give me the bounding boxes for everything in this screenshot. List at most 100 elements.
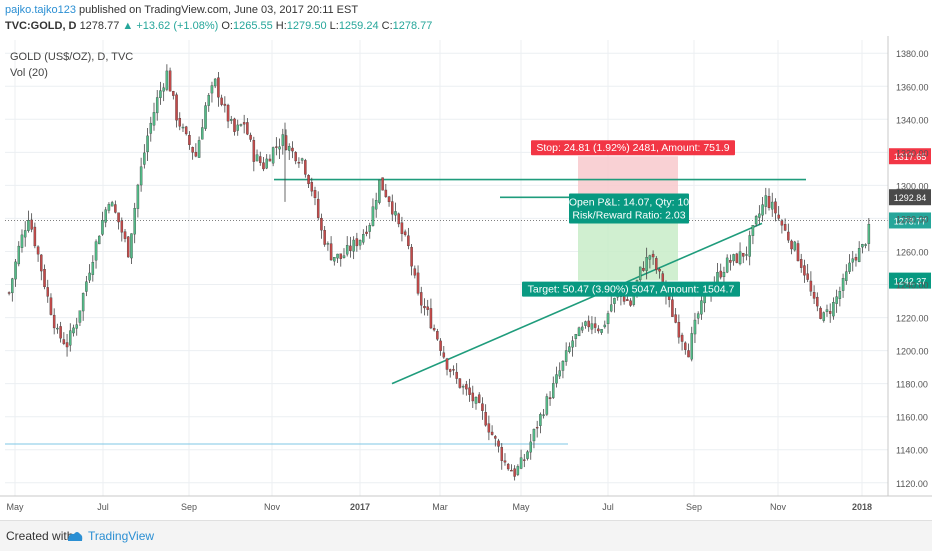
candle-body <box>497 440 500 447</box>
candle-body <box>136 184 140 209</box>
price-tag-label: 1317.65 <box>894 152 927 162</box>
candle-body <box>217 77 220 98</box>
candle-body <box>384 189 388 197</box>
candle-body <box>490 431 494 435</box>
high-value: 1279.50 <box>286 20 327 32</box>
price-tag-box <box>889 212 931 229</box>
candle-body <box>130 233 133 259</box>
candle-body <box>481 403 484 411</box>
candle-body <box>600 329 603 333</box>
candle-body <box>851 258 854 263</box>
close-label: C: <box>381 20 393 32</box>
author-link[interactable]: pajko.tajko123 <box>5 4 76 16</box>
candle-body <box>529 441 532 453</box>
candle-body <box>110 202 114 207</box>
candle-body <box>117 212 120 223</box>
candle-body <box>458 378 462 388</box>
candle-body <box>722 271 726 278</box>
candle-body <box>43 269 46 288</box>
candle-body <box>845 271 848 281</box>
candle-body <box>754 216 758 225</box>
candle-body <box>410 246 413 267</box>
candle-body <box>693 319 697 335</box>
candle-body <box>246 122 249 135</box>
candle-body <box>861 244 864 248</box>
candle-body <box>188 135 191 145</box>
candle-body <box>696 313 700 319</box>
candle-body <box>735 253 739 263</box>
x-tick-label: Nov <box>264 502 281 512</box>
candle-body <box>374 199 378 210</box>
candle-body <box>423 306 426 309</box>
candle-body <box>716 272 719 283</box>
candle-body <box>358 240 362 246</box>
candle-body <box>442 352 446 358</box>
last-price: 1278.77 <box>79 20 120 32</box>
candle-body <box>468 387 471 395</box>
candle-body <box>519 457 523 469</box>
candle-body <box>239 124 243 126</box>
change-value: ▲ +13.62 (+1.08%) <box>122 20 219 32</box>
candle-body <box>397 213 400 225</box>
candle-body <box>300 158 304 161</box>
ohlc-line: TVC:GOLD, D 1278.77 ▲ +13.62 (+1.08%) O:… <box>5 20 432 32</box>
candle-body <box>339 253 343 259</box>
open-value: 1265.55 <box>232 20 273 32</box>
y-tick-label: 1260.00 <box>896 247 929 257</box>
candle-body <box>291 147 294 152</box>
candle-body <box>542 414 545 416</box>
candle-body <box>465 384 468 390</box>
candle-body <box>27 219 30 231</box>
candle-body <box>774 201 777 214</box>
candle-body <box>793 241 797 251</box>
candle-body <box>745 254 748 256</box>
x-tick-label: Nov <box>770 502 787 512</box>
candle-body <box>574 334 578 339</box>
candle-body <box>294 152 297 162</box>
candle-body <box>751 225 755 236</box>
candle-body <box>629 300 632 306</box>
candle-body <box>281 134 285 146</box>
candle-body <box>226 104 230 122</box>
tradingview-link[interactable]: TradingView <box>88 529 155 543</box>
candle-body <box>75 324 78 329</box>
candle-body <box>577 327 581 337</box>
candle-body <box>85 281 88 292</box>
candle-body <box>23 230 27 238</box>
stop-label-box <box>531 140 735 156</box>
candle-body <box>545 396 549 415</box>
candle-body <box>391 201 394 215</box>
candle-body <box>603 324 607 328</box>
candle-body <box>233 118 236 132</box>
candle-body <box>69 330 72 346</box>
x-tick-label: Jul <box>602 502 614 512</box>
candle-body <box>123 231 127 239</box>
candle-body <box>365 231 368 234</box>
candle-body <box>297 162 301 164</box>
candle-body <box>484 411 487 426</box>
candle-body <box>46 287 49 297</box>
candle-body <box>11 278 14 294</box>
candle-body <box>503 460 507 463</box>
price-chart[interactable]: Stop: 24.81 (1.92%) 2481, Amount: 751.9 O… <box>0 36 932 520</box>
x-tick-label: 2017 <box>350 502 370 512</box>
y-tick-label: 1140.00 <box>896 446 928 456</box>
candle-body <box>561 360 565 371</box>
candle-body <box>742 252 745 257</box>
candle-body <box>803 265 806 276</box>
candle-body <box>828 311 832 314</box>
candle-body <box>638 266 642 281</box>
candle-body <box>535 427 539 429</box>
candle-body <box>864 244 867 246</box>
candle-body <box>568 346 571 352</box>
candle-body <box>342 255 346 258</box>
candle-body <box>20 234 24 248</box>
candle-body <box>78 310 82 323</box>
candle-body <box>320 217 323 231</box>
candle-body <box>213 78 217 87</box>
candle-body <box>764 195 768 207</box>
candle-body <box>587 320 590 328</box>
candle-body <box>220 97 223 105</box>
candle-body <box>7 292 11 294</box>
candle-body <box>143 152 146 165</box>
